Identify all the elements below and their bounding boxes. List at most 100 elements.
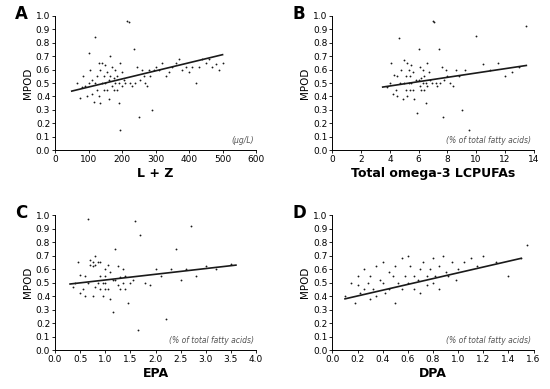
Point bbox=[366, 296, 375, 302]
Point bbox=[91, 34, 100, 40]
Point bbox=[436, 80, 444, 86]
Point bbox=[156, 273, 165, 279]
Point bbox=[360, 266, 368, 272]
Point bbox=[116, 286, 125, 293]
Point bbox=[108, 82, 117, 89]
Point bbox=[372, 293, 381, 299]
Point bbox=[423, 60, 432, 66]
Point bbox=[121, 273, 130, 279]
Point bbox=[397, 255, 406, 261]
Point bbox=[185, 69, 194, 75]
Point bbox=[91, 284, 100, 290]
Point bbox=[136, 232, 145, 238]
Point bbox=[134, 327, 142, 333]
Point bbox=[414, 277, 422, 283]
Point bbox=[96, 273, 104, 279]
Point bbox=[413, 110, 422, 116]
Point bbox=[113, 282, 122, 289]
Point bbox=[101, 80, 109, 86]
Point bbox=[404, 80, 413, 86]
Point bbox=[106, 269, 115, 275]
Point bbox=[404, 67, 413, 73]
Point bbox=[76, 290, 85, 296]
Point bbox=[400, 57, 409, 63]
Point bbox=[417, 87, 426, 93]
Point bbox=[102, 87, 111, 93]
Point bbox=[449, 82, 458, 89]
Point bbox=[407, 80, 416, 86]
Point bbox=[515, 64, 524, 70]
Point bbox=[116, 127, 125, 133]
Point bbox=[446, 80, 455, 86]
Point bbox=[457, 107, 466, 113]
Point bbox=[91, 80, 100, 86]
Point bbox=[211, 61, 220, 67]
Point bbox=[104, 96, 113, 102]
Point bbox=[138, 67, 146, 73]
Point bbox=[435, 263, 444, 270]
Point bbox=[404, 280, 412, 286]
Point bbox=[94, 280, 102, 286]
Point bbox=[109, 87, 118, 93]
Point bbox=[113, 263, 122, 270]
Point bbox=[111, 80, 120, 86]
Point bbox=[417, 75, 426, 81]
Point bbox=[101, 280, 109, 286]
Point bbox=[145, 67, 153, 73]
Point bbox=[435, 286, 444, 293]
Y-axis label: MPOD: MPOD bbox=[300, 267, 310, 298]
Point bbox=[416, 266, 425, 272]
Point bbox=[118, 266, 127, 272]
Text: A: A bbox=[15, 5, 28, 23]
Point bbox=[121, 286, 130, 293]
Point bbox=[368, 286, 377, 293]
Point bbox=[378, 280, 387, 286]
Point bbox=[82, 93, 91, 100]
Point bbox=[119, 77, 128, 83]
Point bbox=[419, 67, 427, 73]
Point bbox=[198, 56, 207, 62]
Point bbox=[393, 93, 402, 100]
Point bbox=[522, 23, 531, 30]
Point bbox=[403, 60, 411, 66]
Point bbox=[407, 62, 416, 68]
Point bbox=[397, 67, 406, 73]
Text: (% of total fatty acids): (% of total fatty acids) bbox=[447, 336, 531, 345]
Point bbox=[129, 46, 138, 53]
Point bbox=[101, 266, 109, 272]
Point bbox=[101, 286, 109, 293]
Point bbox=[113, 73, 122, 79]
Point bbox=[422, 273, 431, 279]
Point bbox=[141, 280, 150, 286]
Point bbox=[150, 67, 158, 73]
Point bbox=[465, 127, 474, 133]
Point bbox=[406, 263, 415, 270]
Point bbox=[454, 73, 463, 79]
Point bbox=[395, 80, 404, 86]
Point bbox=[405, 73, 414, 79]
Point bbox=[126, 280, 135, 286]
Point bbox=[78, 84, 86, 90]
Point bbox=[96, 100, 104, 106]
Point bbox=[444, 273, 453, 279]
Point bbox=[89, 293, 97, 299]
Point bbox=[131, 217, 140, 224]
Point bbox=[151, 266, 160, 272]
Point bbox=[211, 266, 220, 272]
Point bbox=[423, 82, 432, 89]
Point bbox=[414, 46, 423, 53]
Point bbox=[363, 280, 372, 286]
Point bbox=[86, 67, 95, 73]
Point bbox=[376, 277, 384, 283]
Point bbox=[428, 255, 437, 261]
Point bbox=[99, 87, 108, 93]
Point bbox=[472, 33, 481, 39]
Point bbox=[426, 266, 435, 272]
Point bbox=[106, 53, 115, 59]
Point bbox=[178, 67, 187, 73]
Point bbox=[381, 290, 389, 296]
Point bbox=[441, 269, 450, 275]
Point bbox=[419, 259, 427, 266]
Point bbox=[129, 277, 138, 283]
Point bbox=[89, 99, 98, 105]
